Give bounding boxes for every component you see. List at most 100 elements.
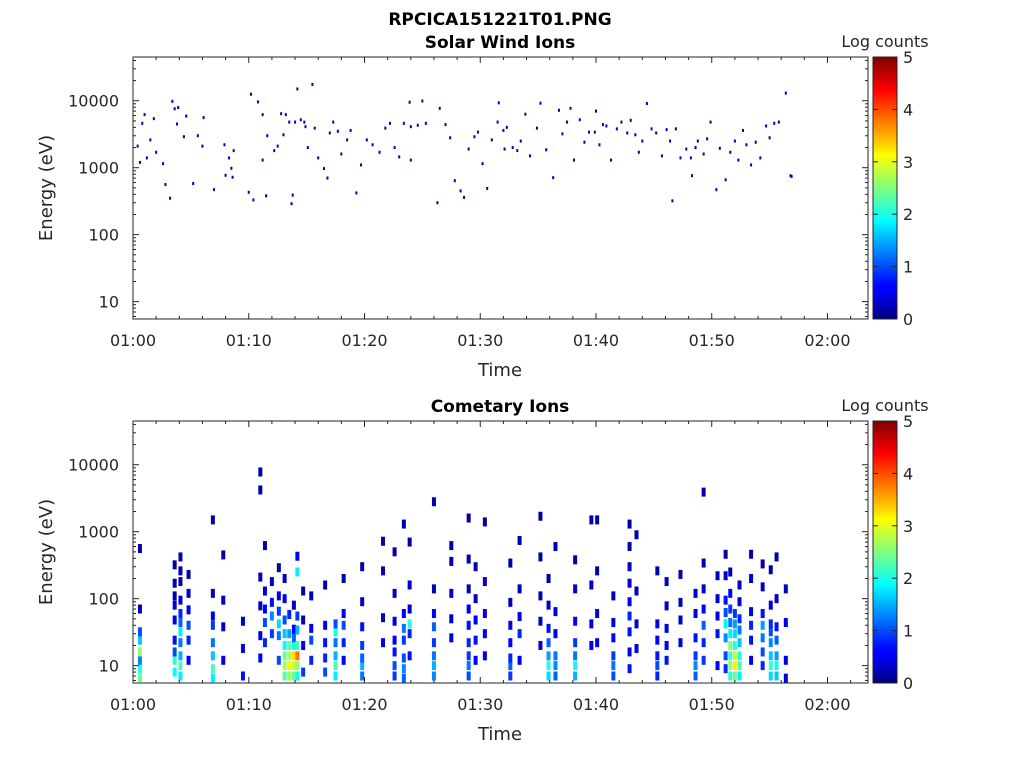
data-cell	[262, 586, 267, 596]
data-cell	[741, 128, 744, 132]
colorbar-tick-label: 3	[903, 153, 913, 172]
data-cell	[729, 150, 732, 154]
data-cell	[701, 558, 706, 568]
data-cell	[449, 633, 454, 643]
data-cell	[145, 156, 148, 160]
data-cell	[620, 120, 623, 124]
data-cell	[326, 176, 329, 180]
data-cell	[431, 609, 436, 619]
data-cell	[749, 655, 754, 665]
data-cell	[578, 118, 581, 122]
data-cell	[634, 530, 639, 540]
data-cell	[737, 661, 742, 671]
data-cell	[311, 82, 314, 86]
data-cell	[137, 655, 142, 665]
colorbar-tick-label: 3	[903, 517, 913, 536]
data-cell	[538, 616, 543, 626]
data-cell	[262, 541, 267, 551]
data-cell	[384, 126, 387, 130]
data-cell	[269, 577, 274, 587]
data-cell	[595, 566, 600, 576]
y-axis: 10 100 1000 10000	[68, 423, 868, 681]
data-cell	[299, 118, 302, 122]
data-cell	[774, 671, 779, 681]
x-axis-label: Time	[477, 360, 522, 381]
data-cell	[689, 156, 692, 160]
data-cell	[655, 671, 660, 681]
data-cell	[553, 542, 558, 552]
data-cell	[737, 614, 742, 624]
data-cell	[573, 671, 578, 681]
data-cell	[615, 127, 618, 131]
data-cell	[360, 163, 363, 167]
data-cell	[381, 566, 386, 576]
data-cell	[732, 619, 737, 629]
data-cell	[629, 118, 632, 122]
data-cell	[291, 600, 296, 610]
data-cell	[304, 125, 307, 129]
data-cell	[737, 671, 742, 681]
data-cell	[221, 550, 226, 560]
data-cell	[665, 128, 668, 132]
data-cell	[323, 580, 328, 590]
data-cell	[336, 129, 339, 133]
data-cell	[473, 562, 478, 572]
data-cell	[155, 150, 158, 154]
data-cell	[172, 667, 177, 677]
y-axis: 10 100 1000 10000	[68, 59, 868, 317]
data-cell	[269, 597, 274, 607]
data-cell	[566, 120, 569, 124]
data-cell	[276, 144, 279, 148]
data-cell	[694, 146, 697, 150]
data-cell	[137, 544, 142, 554]
data-cell	[137, 635, 142, 645]
data-cell	[185, 114, 188, 118]
data-cell	[627, 647, 632, 657]
data-cell	[517, 655, 522, 665]
data-cell	[583, 140, 586, 144]
data-cell	[553, 671, 558, 681]
data-cell	[664, 623, 669, 633]
data-cell	[360, 597, 365, 607]
colorbar-tick-label: 1	[903, 622, 913, 641]
data-cell	[178, 627, 183, 637]
data-cell	[392, 616, 397, 626]
data-cell	[291, 624, 296, 634]
data-cell	[290, 202, 293, 206]
colorbar-tick-label: 0	[903, 310, 913, 329]
data-cell	[517, 584, 522, 594]
data-cell	[355, 191, 358, 195]
data-cell	[175, 122, 178, 126]
data-cell	[164, 183, 167, 187]
data-cell	[737, 625, 742, 635]
colorbar-tick-label: 4	[903, 464, 913, 483]
data-cell	[287, 661, 292, 671]
data-cell	[186, 620, 191, 630]
y-tick-label: 10	[99, 657, 119, 676]
data-cell	[701, 655, 706, 665]
data-cell	[224, 173, 227, 177]
panel-title: Solar Wind Ions	[425, 33, 576, 53]
data-cell	[444, 123, 447, 127]
data-cell	[685, 147, 688, 151]
y-tick-label: 1000	[78, 523, 119, 542]
data-cell	[466, 661, 471, 671]
data-cell	[790, 174, 793, 178]
data-cell	[768, 619, 773, 629]
data-cell	[178, 609, 183, 619]
data-cell	[178, 552, 183, 562]
data-cell	[162, 162, 165, 166]
data-cell	[282, 573, 287, 583]
data-cell	[141, 121, 144, 125]
data-cell	[210, 620, 215, 630]
data-cell	[178, 618, 183, 628]
data-cell	[715, 661, 720, 671]
data-cell	[295, 625, 300, 635]
data-cell	[178, 638, 183, 648]
data-cell	[322, 167, 325, 171]
data-cell	[381, 536, 386, 546]
data-cell	[557, 108, 560, 112]
data-cell	[754, 140, 757, 144]
